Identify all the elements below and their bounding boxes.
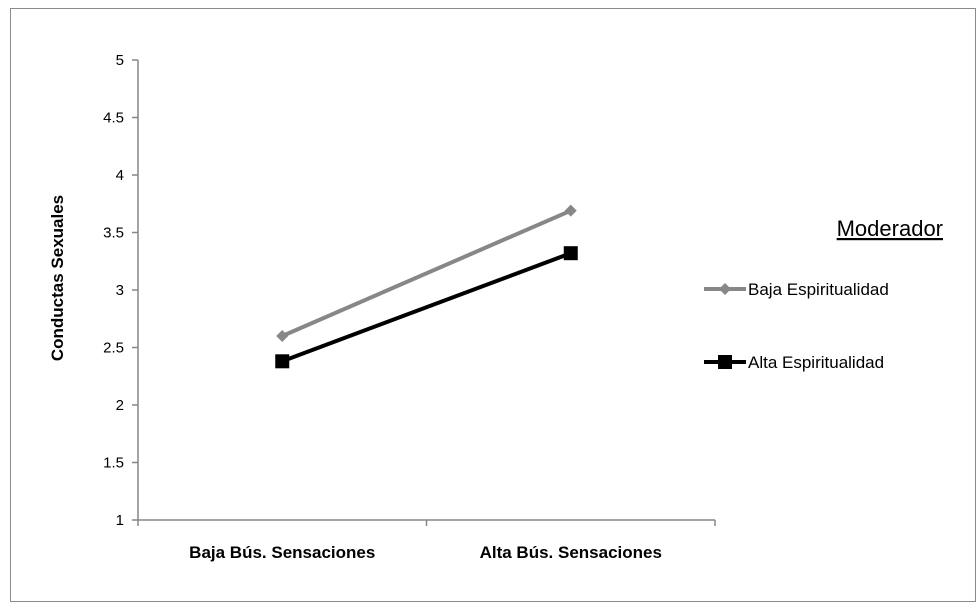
data-point [564, 204, 577, 217]
data-point [563, 246, 578, 261]
y-tick-label: 4.5 [103, 110, 124, 127]
legend-title: Moderador [837, 216, 943, 241]
y-axis-title: Conductas Sexuales [48, 195, 67, 361]
legend-items: Baja Espiritualidad Alta Espiritualidad [704, 280, 889, 372]
x-ticks: Baja Bús. Sensaciones Alta Bús. Sensacion… [137, 520, 716, 562]
series-layer [275, 204, 578, 369]
y-tick-label: 1.5 [103, 455, 124, 472]
y-tick-label: 5 [116, 52, 124, 69]
y-tick-label: 1 [116, 512, 124, 529]
series-baja-espiritualidad [276, 204, 577, 342]
y-tick-label: 3.5 [103, 225, 124, 242]
y-tick-label: 2 [116, 397, 124, 414]
y-ticks: 1 1.5 2 2.5 3 3.5 4 4.5 5 [103, 52, 138, 529]
series-line [281, 208, 572, 338]
x-category-label: Baja Bús. Sensaciones [189, 543, 375, 562]
y-tick-label: 4 [116, 167, 124, 184]
y-tick-label: 3 [116, 282, 124, 299]
series-line [281, 251, 572, 364]
legend-item: Baja Espiritualidad [704, 280, 889, 299]
legend-label: Baja Espiritualidad [748, 280, 889, 299]
legend: Moderador Baja Espiritualidad Alta Espiri… [704, 216, 943, 372]
x-category-label: Alta Bús. Sensaciones [480, 543, 662, 562]
legend-label: Alta Espiritualidad [748, 353, 884, 372]
chart-frame [10, 8, 976, 602]
data-point [275, 354, 290, 369]
legend-swatch-marker [718, 355, 732, 369]
y-tick-label: 2.5 [103, 340, 124, 357]
legend-swatch-marker [719, 283, 731, 295]
data-point [276, 330, 289, 342]
legend-item: Alta Espiritualidad [704, 353, 884, 372]
series-alta-espiritualidad [275, 246, 578, 369]
